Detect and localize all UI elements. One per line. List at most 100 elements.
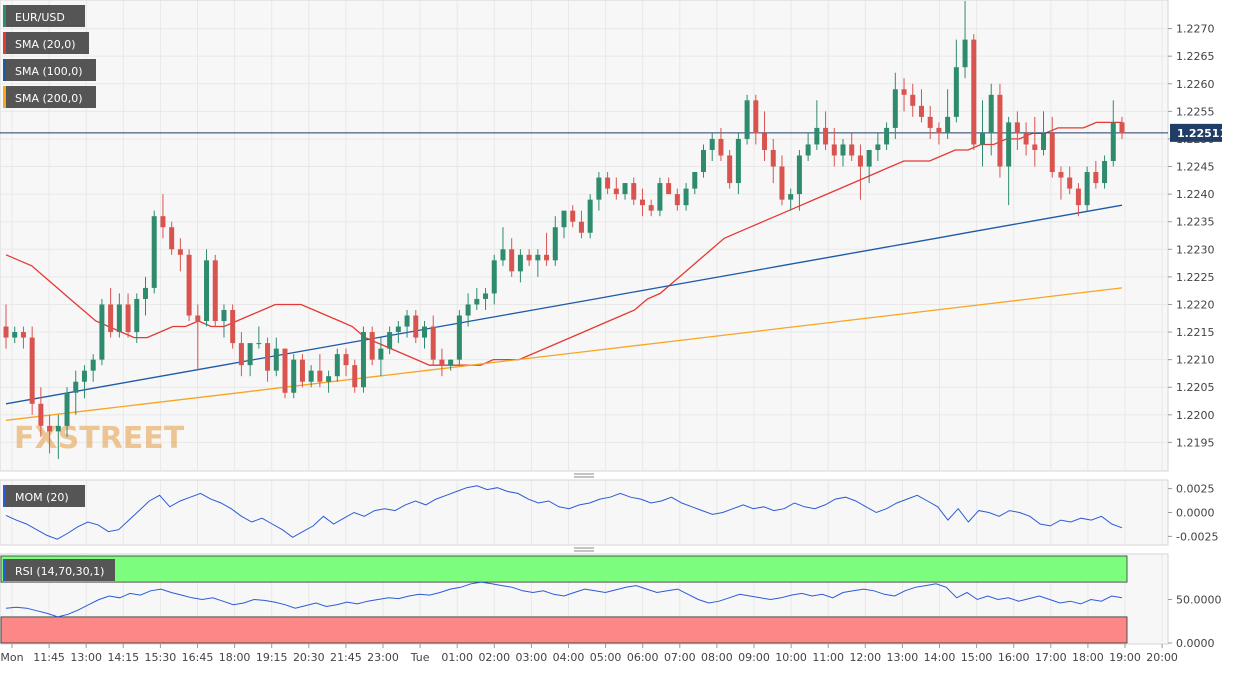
candle-up	[1084, 172, 1090, 206]
candle-up	[657, 183, 663, 211]
candle-up	[64, 392, 70, 426]
price-tick-label: 1.2225	[1176, 271, 1215, 284]
legend-sma200[interactable]: SMA (200,0)	[3, 86, 96, 108]
candle-up	[55, 425, 61, 432]
time-tick-label: 10:00	[775, 651, 807, 664]
candle-down	[1032, 144, 1038, 150]
candle-up	[491, 260, 497, 294]
candle-down	[631, 183, 637, 200]
time-tick-label: 06:00	[627, 651, 659, 664]
candle-down	[29, 337, 35, 404]
candle-up	[73, 381, 79, 393]
legend-sma20[interactable]: SMA (20,0)	[3, 32, 89, 54]
time-tick-label: 20:30	[293, 651, 325, 664]
time-tick-label: 01:00	[441, 651, 473, 664]
candle-up	[134, 298, 140, 333]
candle-down	[544, 254, 550, 261]
candle-down	[1014, 122, 1020, 134]
candle-up	[308, 370, 314, 382]
candle-down	[265, 343, 271, 371]
candle-up	[448, 359, 454, 366]
rsi-tick-label: 50.0000	[1176, 594, 1222, 607]
time-tick-label: 08:00	[701, 651, 733, 664]
candle-down	[1075, 188, 1081, 206]
candle-down	[936, 127, 942, 134]
legend-sma100[interactable]: SMA (100,0)	[3, 59, 96, 81]
candle-down	[718, 138, 724, 156]
candle-down	[3, 326, 9, 338]
candle-up	[99, 304, 105, 360]
candle-down	[666, 183, 672, 195]
candle-down	[317, 370, 323, 382]
time-tick-label: 18:00	[1072, 651, 1104, 664]
candle-down	[169, 227, 175, 250]
time-tick-label: 07:00	[664, 651, 696, 664]
legend-mom[interactable]: MOM (20)	[3, 485, 85, 507]
time-tick-label: 16:45	[182, 651, 214, 664]
candle-up	[788, 194, 794, 200]
price-tick-label: 1.2205	[1176, 381, 1215, 394]
legend-symbol-label: EUR/USD	[15, 11, 65, 24]
candle-down	[1058, 172, 1064, 178]
time-tick-label: 02:00	[478, 651, 510, 664]
candle-up	[273, 348, 279, 371]
time-tick-label: 03:00	[516, 651, 548, 664]
candle-down	[918, 105, 924, 117]
candle-down	[1093, 172, 1099, 184]
rsi-overbought-zone	[0, 555, 1128, 583]
legend-symbol[interactable]: EUR/USD	[3, 5, 85, 27]
candle-up	[683, 188, 689, 206]
time-tick-label: 13:00	[70, 651, 102, 664]
candle-up	[980, 133, 985, 145]
candle-down	[779, 166, 785, 200]
candle-up	[744, 100, 750, 139]
candle-layer	[3, 1, 1125, 459]
time-tick-label: 19:00	[1109, 651, 1141, 664]
candle-down	[343, 354, 349, 366]
panel-splitter-mom[interactable]	[574, 473, 594, 478]
candle-down	[927, 116, 933, 128]
time-tick-label: 21:45	[330, 651, 362, 664]
time-tick-label: 15:00	[961, 651, 993, 664]
price-tick-label: 1.2215	[1176, 326, 1215, 339]
candle-down	[762, 133, 768, 150]
candle-up	[1041, 133, 1047, 150]
candle-down	[570, 210, 576, 222]
candle-up	[360, 332, 366, 388]
time-tick-label: 19:15	[256, 651, 288, 664]
candle-down	[1119, 122, 1125, 134]
candle-down	[47, 425, 53, 432]
candle-up	[805, 144, 811, 156]
price-tick-label: 1.2220	[1176, 298, 1215, 311]
rsi-zones	[0, 555, 1128, 644]
candle-up	[709, 138, 715, 150]
time-tick-label: 11:45	[33, 651, 65, 664]
legend-rsi[interactable]: RSI (14,70,30,1)	[3, 559, 115, 581]
candle-down	[727, 155, 733, 184]
current-price-label: 1.22511	[1177, 127, 1227, 140]
panel-splitter-rsi[interactable]	[574, 547, 594, 552]
candle-up	[116, 304, 122, 333]
mom-tick-label: 0.0025	[1176, 483, 1215, 496]
price-tick-label: 1.2260	[1176, 78, 1215, 91]
price-tick-label: 1.2230	[1176, 243, 1215, 256]
candle-down	[177, 249, 183, 255]
legend-sma200-label: SMA (200,0)	[15, 92, 83, 105]
price-tick-label: 1.2200	[1176, 409, 1215, 422]
candle-up	[256, 343, 262, 345]
candle-down	[299, 359, 305, 382]
time-tick-label: 16:00	[998, 651, 1030, 664]
candle-up	[814, 127, 820, 145]
current-price-tag: 1.22511	[1170, 123, 1227, 142]
candle-up	[474, 298, 480, 305]
candle-up	[988, 94, 994, 134]
legend-mom-label: MOM (20)	[15, 491, 69, 504]
time-tick-label: 17:00	[1035, 651, 1067, 664]
watermark: FXSTREET	[14, 421, 185, 456]
candle-down	[108, 304, 114, 333]
candle-up	[596, 177, 602, 200]
candle-down	[1067, 177, 1073, 189]
time-tick-label: 15:30	[145, 651, 177, 664]
candle-up	[12, 332, 18, 338]
